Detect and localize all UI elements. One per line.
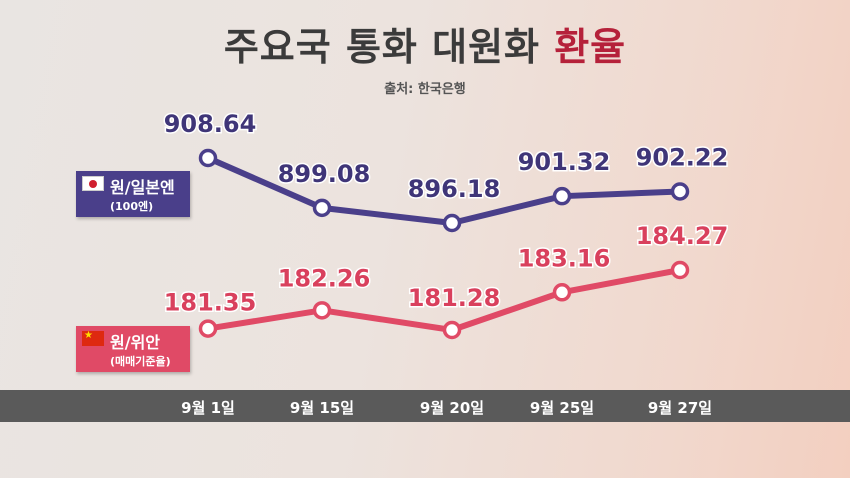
title-main: 주요국 통화 대원화 [223,25,540,69]
legend-jpy-sub: (100엔) [110,200,154,213]
legend-cny-name: 원/위안 [110,333,161,352]
x-tick-label: 9월 25일 [529,399,595,417]
data-label-jpy: 902.22 [636,143,729,171]
japan-flag-icon [82,176,104,191]
source-note: 출처: 한국은행 [384,82,466,97]
data-label-cny: 181.28 [408,284,501,312]
data-point-cny [552,283,572,302]
data-point-jpy [552,186,572,206]
data-label-jpy: 896.18 [408,175,501,203]
line-chart: 908.64 899.08 896.18 901.32 902.22 181.35 182.… [162,109,730,340]
x-tick-label: 9월 27일 [647,399,713,417]
china-flag-icon: ★ [82,330,104,346]
data-label-jpy: 899.08 [278,160,371,188]
data-point-jpy [670,182,690,201]
legend-jpy: 원/일본엔 (100엔) [76,171,190,217]
data-point-cny [670,260,690,280]
data-label-cny: 182.26 [278,264,371,292]
chart-title: 주요국 통화 대원화 환율 [0,16,850,71]
data-point-cny [312,301,332,320]
data-label-cny: 183.16 [518,244,611,272]
legend-cny-sub: (매매기준율) [110,355,171,368]
data-point-jpy [442,213,462,233]
data-label-cny: 181.35 [164,289,257,317]
data-point-cny [442,320,462,340]
x-tick-label: 9월 1일 [181,399,235,417]
data-label-jpy: 908.64 [164,110,257,138]
title-accent: 환율 [554,25,627,69]
x-axis-band: 9월 1일 9월 15일 9월 20일 9월 25일 9월 27일 [0,390,850,422]
data-label-cny: 184.27 [636,222,729,250]
legend-cny: ★ 원/위안 (매매기준율) [76,326,190,372]
x-tick-label: 9월 15일 [289,399,355,417]
x-tick-label: 9월 20일 [419,399,485,417]
legend-jpy-name: 원/일본엔 [110,178,175,197]
data-point-cny [198,319,218,338]
data-label-jpy: 901.32 [518,148,611,176]
data-point-jpy [312,198,332,218]
data-point-jpy [198,148,218,168]
